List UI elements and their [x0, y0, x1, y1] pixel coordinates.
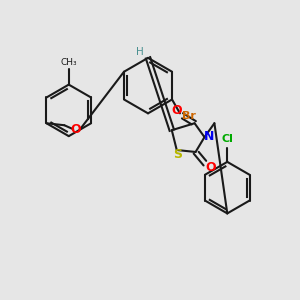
Text: S: S	[173, 148, 182, 161]
Text: Cl: Cl	[221, 134, 233, 144]
Text: CH₃: CH₃	[60, 58, 77, 67]
Text: N: N	[204, 130, 214, 142]
Text: Br: Br	[182, 111, 196, 121]
Text: H: H	[136, 47, 144, 57]
Text: O: O	[171, 104, 182, 117]
Text: O: O	[205, 161, 216, 174]
Text: O: O	[71, 123, 82, 136]
